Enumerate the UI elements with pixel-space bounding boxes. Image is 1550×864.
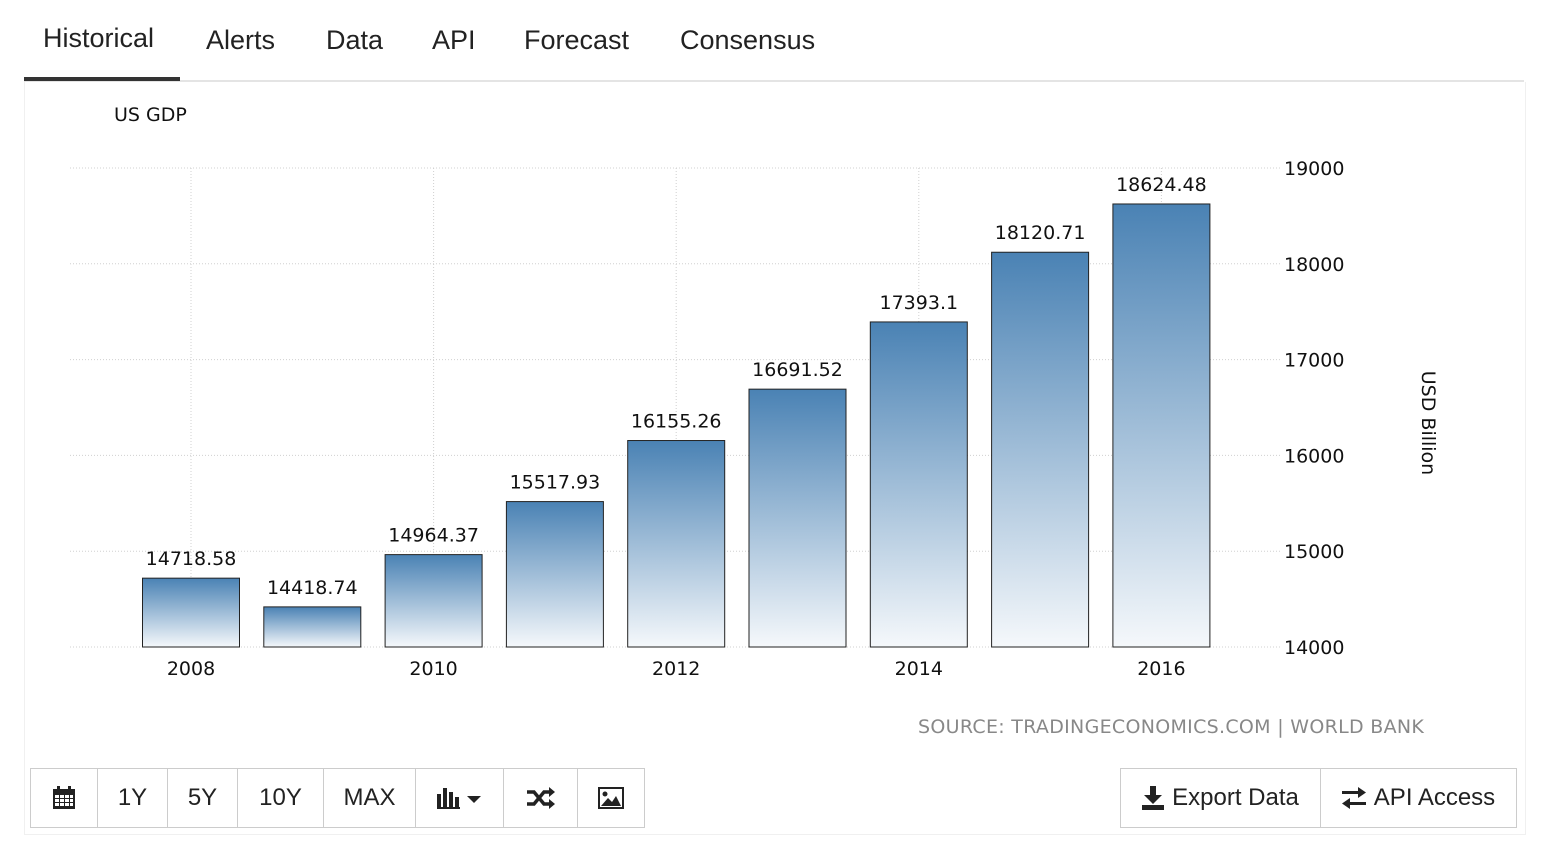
x-tick-label: 2008	[167, 658, 215, 680]
bar-2009	[263, 606, 362, 648]
tab-forecast[interactable]: Forecast	[524, 25, 630, 55]
export-data-button[interactable]: Export Data	[1121, 769, 1321, 827]
tab-data[interactable]: Data	[326, 25, 384, 55]
data-label: 16155.26	[631, 411, 722, 433]
y-tick-label: 17000	[1284, 350, 1344, 372]
data-label: 16691.52	[752, 359, 843, 381]
range-max-button[interactable]: MAX	[324, 769, 416, 827]
tab-consensus[interactable]: Consensus	[680, 25, 816, 55]
bar-2016	[1112, 203, 1211, 648]
y-tick-label: 19000	[1284, 158, 1344, 180]
data-label: 14418.74	[267, 577, 358, 599]
data-label: 15517.93	[510, 472, 601, 494]
tab-historical[interactable]: Historical	[43, 23, 155, 53]
chart-type-button[interactable]	[416, 769, 504, 827]
export-toolbar: Export Data API Access	[1120, 768, 1517, 828]
x-tick-label: 2016	[1137, 658, 1185, 680]
data-label: 14718.58	[146, 548, 237, 570]
shuffle-icon	[526, 786, 556, 810]
download-icon	[1142, 786, 1165, 810]
data-label: 17393.1	[880, 292, 959, 314]
source-credit: SOURCE: TRADINGECONOMICS.COM | WORLD BAN…	[918, 716, 1425, 738]
compare-button[interactable]	[504, 769, 578, 827]
bar-2008	[142, 577, 240, 648]
range-5y-button[interactable]: 5Y	[168, 769, 238, 827]
tab-alerts[interactable]: Alerts	[206, 25, 276, 55]
x-tick-label: 2014	[895, 658, 943, 680]
tab-api[interactable]: API	[432, 25, 476, 55]
tab-bar: Historical Alerts Data API Forecast Cons…	[24, 0, 1524, 82]
api-access-label: API Access	[1373, 784, 1496, 811]
save-image-button[interactable]	[578, 769, 644, 827]
x-tick-label: 2012	[652, 658, 700, 680]
x-tick-label: 2010	[409, 658, 457, 680]
bar-2014	[869, 321, 968, 648]
bar-2011	[505, 501, 604, 648]
chart-title: US GDP	[114, 104, 187, 126]
data-label: 18624.48	[1116, 174, 1207, 196]
y-axis-title: USD Billion	[1417, 371, 1439, 475]
export-data-label: Export Data	[1172, 784, 1299, 811]
bar-2015	[991, 251, 1090, 648]
calendar-icon	[52, 786, 76, 810]
data-label: 18120.71	[995, 222, 1086, 244]
data-label: 14964.37	[388, 525, 479, 547]
bar-chart-dropdown-icon	[436, 786, 483, 810]
active-tab-indicator	[24, 77, 180, 81]
y-tick-label: 16000	[1284, 445, 1344, 467]
range-10y-button[interactable]: 10Y	[238, 769, 324, 827]
y-tick-label: 18000	[1284, 254, 1344, 276]
y-tick-label: 14000	[1284, 637, 1344, 659]
range-1y-button[interactable]: 1Y	[98, 769, 168, 827]
api-access-button[interactable]: API Access	[1321, 769, 1516, 827]
bar-2013	[748, 388, 847, 648]
bar-2012	[627, 440, 726, 648]
range-toolbar: 1Y 5Y 10Y MAX	[30, 768, 645, 828]
bar-2010	[384, 554, 483, 648]
y-tick-label: 15000	[1284, 541, 1344, 563]
calendar-button[interactable]	[31, 769, 98, 827]
image-icon	[598, 787, 624, 809]
exchange-icon	[1341, 787, 1366, 809]
